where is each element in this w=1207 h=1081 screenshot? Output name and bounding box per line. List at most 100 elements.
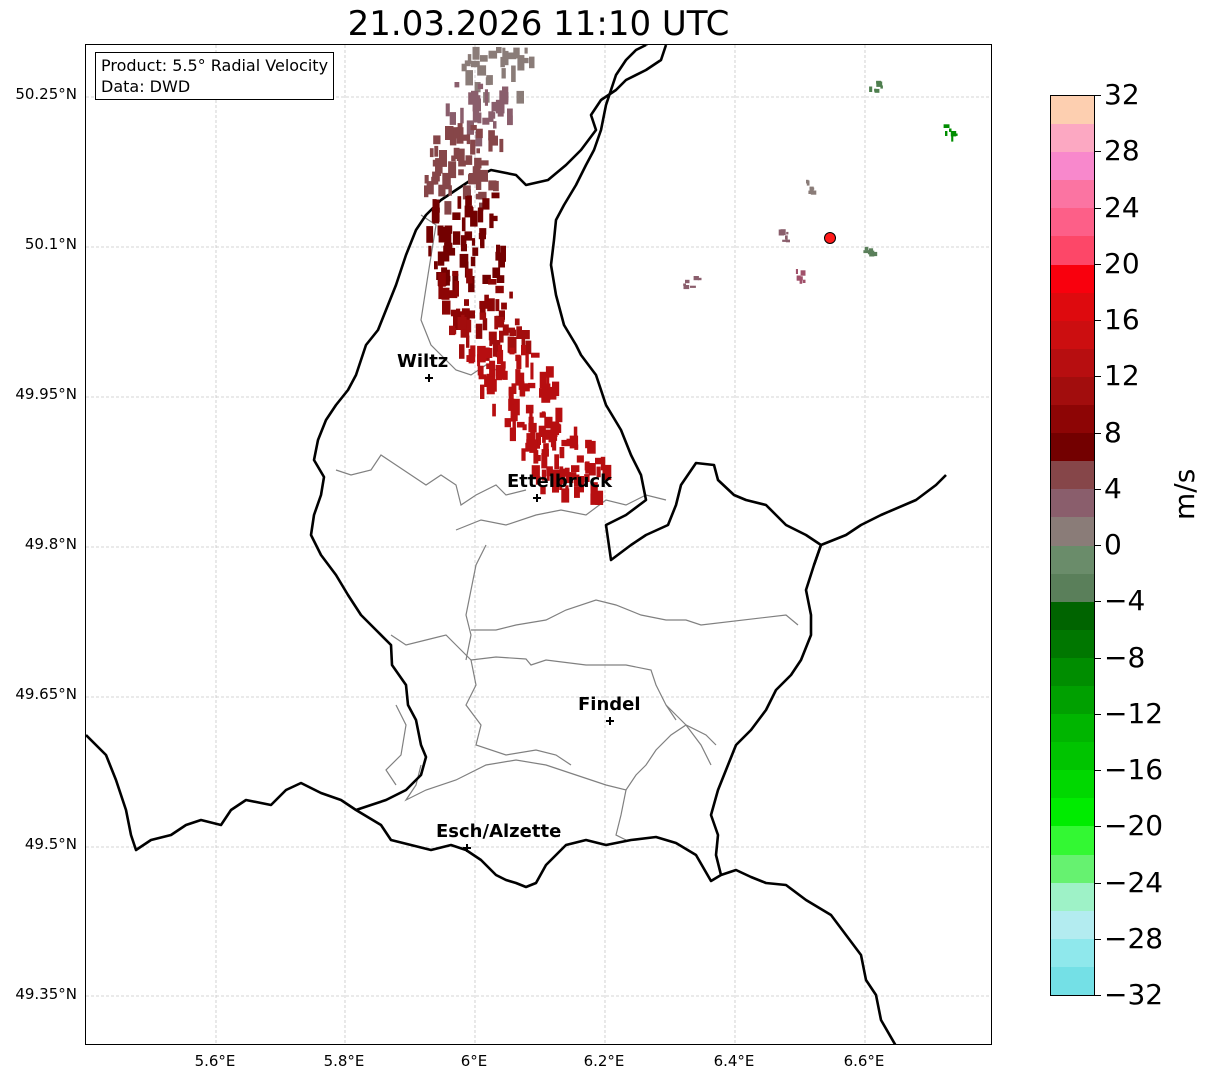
colorbar-segment [1051, 236, 1094, 266]
echo-cell [458, 160, 466, 167]
echo-cell [502, 324, 509, 336]
colorbar-tick-label: 16 [1104, 303, 1140, 336]
colorbar-segment [1051, 124, 1094, 153]
echo-cell [432, 159, 437, 167]
echo-cell [693, 276, 699, 281]
echo-cell [542, 427, 546, 443]
echo-cell [461, 63, 467, 72]
echo-cell [782, 239, 788, 242]
echo-cell [590, 482, 598, 497]
echo-cell [517, 372, 525, 382]
echo-cell [456, 127, 464, 144]
echo-cell [449, 112, 456, 125]
map-canvas[interactable] [86, 45, 992, 1045]
echo-cell [595, 490, 604, 505]
echo-cell [480, 160, 489, 166]
echo-cell [487, 298, 495, 312]
colorbar-tick [1095, 545, 1101, 546]
echo-cell [466, 319, 472, 333]
colorbar-segment [1051, 910, 1094, 940]
echo-cell [584, 479, 588, 487]
echo-cell [492, 403, 496, 417]
echo-cell [543, 443, 549, 457]
echo-cell [472, 166, 481, 176]
colorbar-unit-label: m/s [1168, 468, 1201, 520]
echo-cell [529, 56, 535, 69]
echo-cell [444, 225, 453, 234]
echo-cell [516, 421, 525, 428]
echo-cell [466, 335, 470, 348]
colorbar-tick [1095, 488, 1101, 490]
echo-cell [504, 50, 509, 66]
echo-cell [596, 466, 601, 478]
echo-cell [552, 477, 559, 493]
lat-label: 49.35°N [15, 985, 77, 1003]
lon-label: 6.2°E [583, 1052, 625, 1070]
echo-cell [449, 325, 456, 336]
echo-cell [424, 185, 429, 198]
echo-cell [522, 330, 530, 340]
echo-cell [869, 86, 873, 92]
echo-cell [444, 242, 453, 255]
echo-cell [439, 150, 447, 167]
colorbar-segment [1051, 292, 1094, 322]
colorbar-tick-label: 12 [1104, 359, 1140, 393]
echo-cell [510, 415, 515, 422]
echo-cell [683, 285, 690, 290]
echo-cell [509, 329, 517, 336]
echo-cell [574, 486, 580, 498]
colorbar-tick [1095, 320, 1101, 321]
echo-cell [488, 137, 493, 152]
map-frame[interactable] [85, 44, 992, 1045]
echo-cell [437, 225, 444, 236]
echo-cell [482, 117, 490, 125]
colorbar-tick [1095, 151, 1101, 153]
echo-cell [444, 201, 452, 215]
lon-label: 6.6°E [843, 1052, 885, 1070]
colorbar-segment [1051, 433, 1094, 462]
echo-cell [438, 184, 446, 197]
colorbar-tick [1095, 657, 1101, 659]
colorbar-tick-label: 0 [1104, 528, 1122, 561]
colorbar-segment [1051, 517, 1094, 547]
echo-cell [435, 163, 441, 175]
echo-cell [465, 155, 473, 165]
echo-cell [477, 365, 484, 376]
echo-cell [464, 60, 471, 67]
colorbar-tick [1095, 432, 1101, 434]
echo-cell [602, 464, 612, 481]
echo-cell [802, 279, 806, 283]
lon-label: 5.8°E [323, 1052, 365, 1070]
echo-cell [548, 432, 552, 443]
echo-cell [467, 207, 474, 215]
echo-cell [482, 274, 491, 284]
echo-cell [480, 169, 488, 182]
colorbar-tick [1095, 601, 1101, 603]
colorbar-segment [1051, 348, 1094, 378]
echo-cell [584, 461, 588, 471]
lon-label: 5.6°E [194, 1052, 236, 1070]
echo-cell [513, 47, 520, 59]
echo-cell [472, 46, 480, 60]
country-borders [86, 45, 947, 1044]
echo-cell [452, 212, 461, 220]
echo-cell [492, 135, 498, 146]
echo-cell [475, 323, 483, 339]
echo-cell [495, 316, 505, 328]
echo-cell [452, 231, 461, 245]
echo-cell [528, 416, 534, 429]
echo-cell [533, 450, 539, 464]
city-label-esch: Esch/Alzette [436, 821, 562, 842]
echo-cell [525, 442, 529, 452]
echo-cell [557, 424, 562, 433]
colorbar-segment [1051, 208, 1094, 238]
echo-cell [453, 147, 460, 159]
echo-cell [516, 326, 522, 339]
echo-cell [785, 239, 790, 243]
echo-cell [489, 338, 493, 346]
echo-cell [459, 253, 469, 268]
radar-site-marker[interactable] [824, 232, 836, 244]
colorbar-segment [1051, 966, 1094, 995]
echo-cell [571, 465, 580, 472]
echo-cell [546, 473, 550, 481]
